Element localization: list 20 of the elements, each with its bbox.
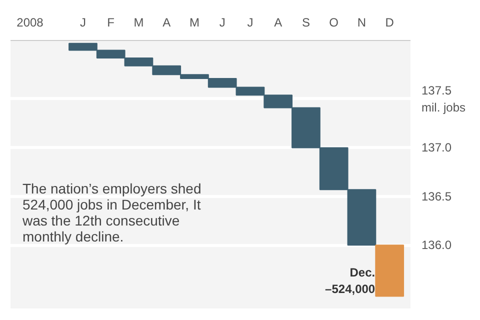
x-tick-label: D [385,16,394,30]
x-tick-label: O [329,16,339,30]
x-tick-label: A [162,16,171,30]
annotation: Dec. –524,000 [325,265,376,296]
x-tick-label: F [107,16,115,30]
annotation: The nation’s employers shed 524,000 jobs in December, It was the 12th consecutive monthly decline. [22,180,202,244]
y-tick-label: 136.0 [422,238,452,252]
x-tick-label: N [357,16,366,30]
x-axis-title: 2008 [16,16,44,30]
x-tick-label: A [274,16,282,30]
x-tick-label: M [189,16,200,30]
x-tick-label: S [302,16,310,30]
x-tick-label: J [247,16,254,30]
y-tick-label: 137.5 mil. jobs [422,84,466,114]
x-tick-label: M [134,16,144,30]
x-tick-label: J [80,16,86,30]
x-tick-label: J [219,16,226,30]
y-tick-label: 136.5 [422,189,452,204]
y-tick-label: 137.0 [422,140,452,155]
bar [375,244,404,297]
